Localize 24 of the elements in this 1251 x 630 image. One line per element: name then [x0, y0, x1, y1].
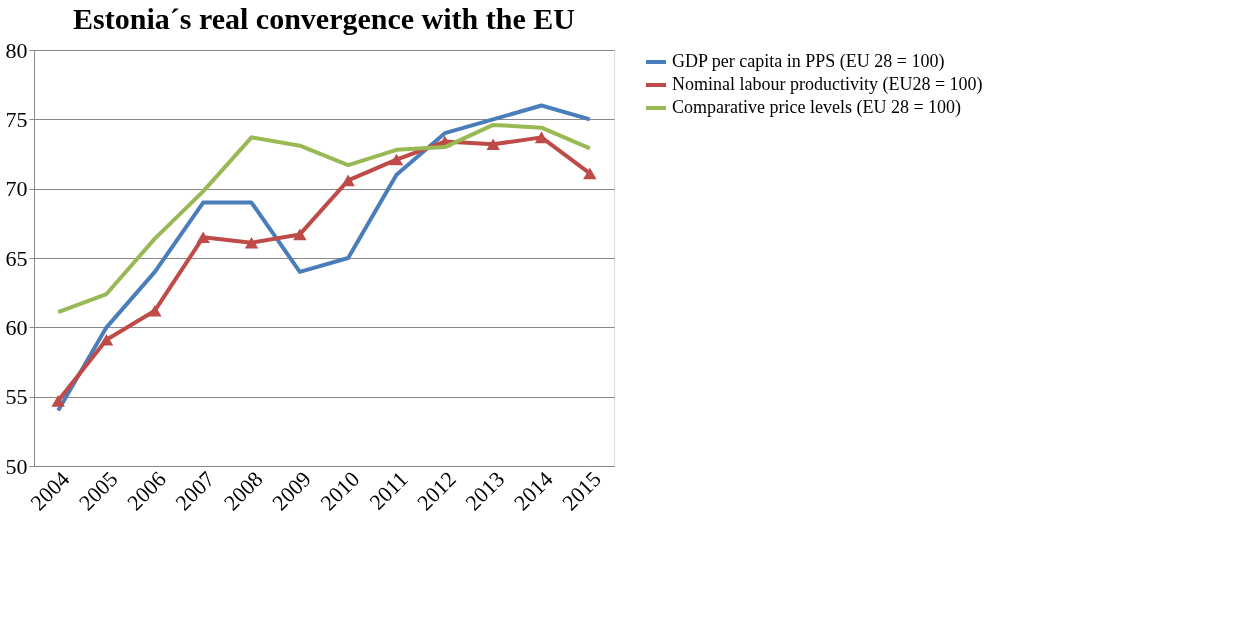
legend-label: Comparative price levels (EU 28 = 100) [672, 97, 962, 118]
point [51, 395, 65, 407]
point [244, 236, 259, 249]
line-series [56, 122, 592, 315]
y-tick-label: 80 [5, 37, 28, 63]
point [99, 334, 114, 346]
point [293, 228, 307, 241]
legend-label: GDP per capita in PPS (EU 28 = 100) [672, 51, 945, 72]
point [148, 304, 162, 317]
point [196, 231, 210, 244]
point [389, 153, 404, 166]
point [486, 138, 500, 151]
y-tick-label: 50 [5, 453, 28, 479]
y-tick-label: 75 [5, 106, 28, 132]
x-tick-label: 2011 [364, 466, 413, 515]
y-tick-label: 70 [5, 176, 28, 202]
point [583, 167, 597, 180]
y-tick-label: 55 [5, 384, 28, 410]
point [341, 174, 355, 187]
chart-title: Estonia´s real convergence with the EU [73, 2, 575, 35]
y-tick-label: 60 [5, 314, 28, 340]
y-tick-label: 65 [5, 245, 28, 271]
legend-label: Nominal labour productivity (EU28 = 100) [672, 74, 983, 95]
point [534, 131, 549, 144]
